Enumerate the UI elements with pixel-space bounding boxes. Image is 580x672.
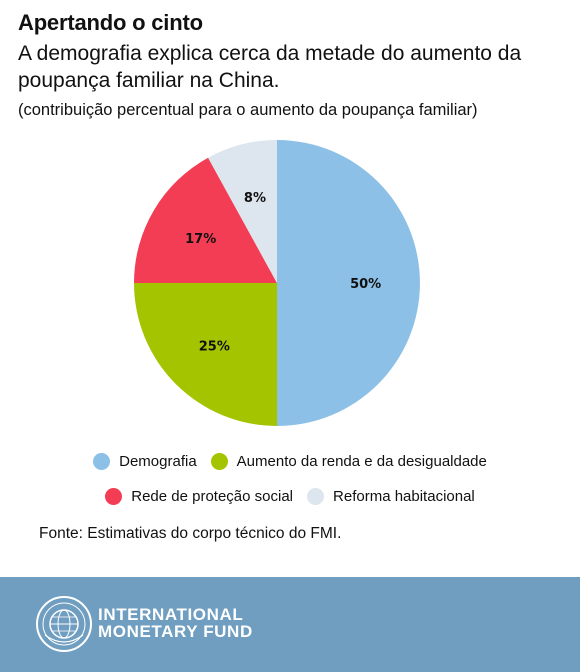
slice-label-renda: 25%	[199, 340, 230, 355]
legend-label-demografia: Demografia	[119, 453, 197, 470]
legend-row-1: Demografia Aumento da renda e da desigua…	[0, 453, 580, 470]
chart-note: (contribuição percentual para o aumento …	[18, 101, 478, 119]
chart-subtitle: A demografia explica cerca da metade do …	[18, 42, 522, 92]
footer-bar: INTERNATIONAL MONETARY FUND	[0, 577, 580, 672]
slice-label-demografia: 50%	[350, 277, 381, 292]
slice-label-reforma: 8%	[244, 191, 266, 206]
legend-swatch-rede	[105, 488, 123, 505]
pie-slice-demografia	[277, 140, 420, 426]
legend-item-renda: Aumento da renda e da desigualdade	[210, 453, 487, 470]
legend-label-renda: Aumento da renda e da desigualdade	[236, 453, 487, 470]
legend-swatch-renda	[210, 453, 228, 470]
legend-swatch-demografia	[93, 453, 111, 470]
legend-item-rede: Rede de proteção social	[105, 488, 293, 505]
imf-seal-icon	[36, 596, 92, 652]
pie-slice-rede	[134, 157, 277, 283]
slice-label-rede: 17%	[185, 232, 216, 247]
legend-row-2: Rede de proteção social Reforma habitaci…	[0, 488, 580, 505]
imf-wordmark-line1: INTERNATIONAL	[98, 605, 244, 624]
legend-label-reforma: Reforma habitacional	[333, 488, 475, 505]
chart-title: Apertando o cinto	[18, 10, 203, 35]
imf-wordmark: INTERNATIONAL MONETARY FUND	[98, 606, 253, 640]
imf-wordmark-line2: MONETARY FUND	[98, 622, 253, 641]
pie-chart: 50% 25% 17% 8%	[134, 140, 420, 426]
legend-label-rede: Rede de proteção social	[131, 488, 294, 505]
pie-slice-renda	[134, 283, 277, 426]
legend-item-demografia: Demografia	[93, 453, 197, 470]
legend-item-reforma: Reforma habitacional	[307, 488, 475, 505]
source-note: Fonte: Estimativas do corpo técnico do F…	[39, 525, 342, 542]
pie-slice-reforma	[208, 140, 277, 283]
legend-swatch-reforma	[307, 488, 325, 505]
